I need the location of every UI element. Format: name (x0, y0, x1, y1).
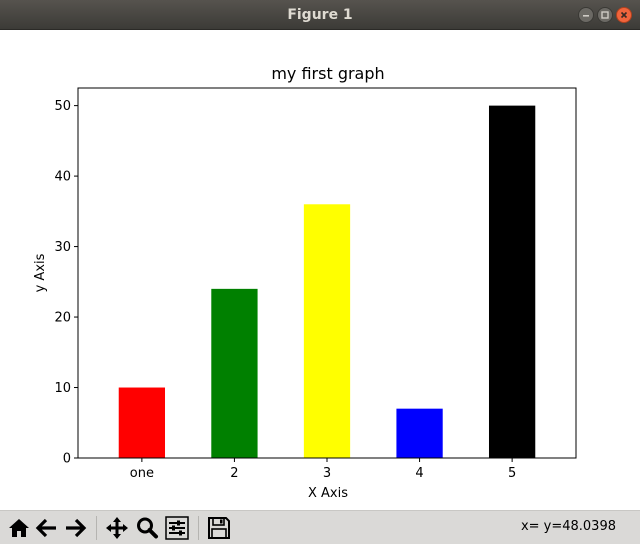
arrow-right-icon (66, 518, 87, 538)
window-title: Figure 1 (287, 7, 353, 23)
x-tick-label: 4 (415, 466, 423, 481)
toolbar-separator (198, 516, 199, 540)
configure-subplots-button[interactable] (164, 515, 190, 541)
back-button[interactable] (34, 515, 60, 541)
home-icon (9, 519, 29, 537)
x-tick-label: one (130, 466, 154, 481)
minimize-button[interactable] (578, 7, 594, 23)
cursor-coordinates: x= y=48.0398 (520, 519, 616, 534)
figure-canvas[interactable]: my first graph 0 10 20 30 40 50 one 2 3 4 5 X Axi… (0, 30, 640, 510)
sliders-icon (165, 516, 189, 540)
maximize-button[interactable] (597, 7, 613, 23)
x-tick-label: 5 (508, 466, 516, 481)
x-axis-label: X Axis (308, 486, 348, 501)
bar (488, 105, 536, 458)
forward-button[interactable] (62, 515, 88, 541)
y-tick-label: 10 (54, 381, 71, 396)
maximize-icon (601, 11, 609, 19)
home-button[interactable] (6, 515, 32, 541)
pan-button[interactable] (104, 515, 130, 541)
minimize-icon (583, 15, 589, 17)
y-tick-label: 0 (63, 452, 71, 467)
floppy-disk-icon (208, 517, 230, 539)
bar (211, 288, 258, 458)
save-button[interactable] (206, 515, 232, 541)
bar-chart: my first graph 0 10 20 30 40 50 one 2 3 4 5 X Axi… (33, 64, 577, 501)
bar (118, 387, 166, 458)
magnifier-icon (137, 517, 158, 539)
x-tick-label: 3 (323, 466, 331, 481)
chart-title: my first graph (271, 64, 384, 83)
close-button[interactable] (616, 7, 632, 23)
x-tick-label: 2 (230, 466, 238, 481)
y-tick-label: 30 (54, 240, 71, 255)
bar (396, 408, 443, 458)
y-tick-label: 40 (54, 170, 71, 185)
y-axis-label: y Axis (33, 253, 48, 292)
y-tick-label: 20 (54, 311, 71, 326)
window-titlebar[interactable]: Figure 1 (0, 0, 640, 30)
close-icon (620, 11, 628, 19)
arrow-left-icon (35, 518, 56, 538)
navigation-toolbar: x= y=48.0398 (0, 510, 640, 544)
toolbar-separator (96, 516, 97, 540)
y-tick-label: 50 (54, 99, 71, 114)
zoom-button[interactable] (134, 515, 160, 541)
move-icon (106, 517, 128, 539)
bar (303, 204, 351, 458)
